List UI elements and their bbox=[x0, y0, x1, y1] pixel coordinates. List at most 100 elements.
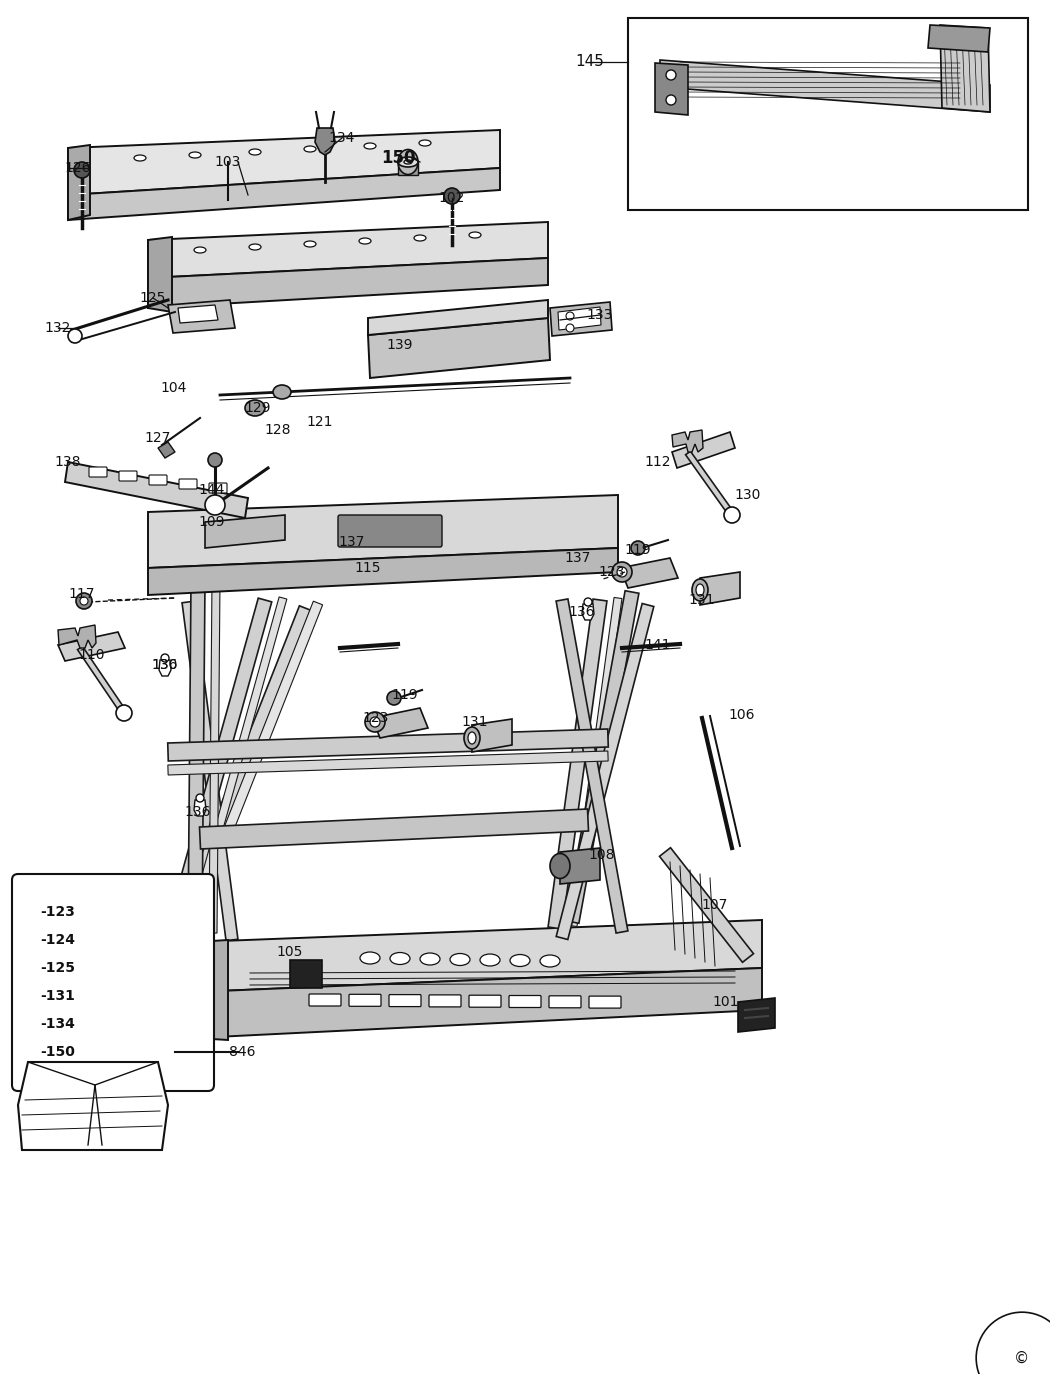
Polygon shape bbox=[68, 131, 500, 195]
Text: 123: 123 bbox=[598, 565, 625, 578]
Text: 132: 132 bbox=[45, 322, 71, 335]
Polygon shape bbox=[181, 602, 322, 941]
Polygon shape bbox=[148, 223, 548, 278]
Circle shape bbox=[724, 507, 740, 523]
Polygon shape bbox=[182, 602, 238, 941]
Text: 105: 105 bbox=[277, 945, 303, 959]
Ellipse shape bbox=[245, 400, 265, 416]
Circle shape bbox=[76, 594, 92, 609]
Text: 126: 126 bbox=[65, 161, 91, 174]
Circle shape bbox=[617, 567, 627, 577]
Ellipse shape bbox=[304, 240, 316, 247]
Text: -125: -125 bbox=[40, 960, 75, 976]
Ellipse shape bbox=[468, 732, 476, 743]
Text: 141: 141 bbox=[645, 638, 671, 653]
Text: 106: 106 bbox=[729, 708, 755, 721]
Ellipse shape bbox=[419, 140, 430, 146]
Text: 108: 108 bbox=[589, 848, 615, 861]
FancyBboxPatch shape bbox=[309, 993, 341, 1006]
Polygon shape bbox=[686, 451, 733, 514]
Polygon shape bbox=[700, 572, 740, 605]
Text: -150: -150 bbox=[40, 1046, 75, 1059]
Text: -124: -124 bbox=[40, 933, 75, 947]
Polygon shape bbox=[188, 583, 205, 936]
Text: 117: 117 bbox=[68, 587, 96, 600]
Text: ©: © bbox=[1014, 1351, 1030, 1366]
Circle shape bbox=[208, 453, 222, 467]
Text: 150: 150 bbox=[381, 148, 415, 168]
Ellipse shape bbox=[414, 235, 426, 240]
Polygon shape bbox=[368, 317, 550, 378]
Bar bbox=[628, 18, 1028, 210]
Text: 119: 119 bbox=[392, 688, 418, 702]
FancyBboxPatch shape bbox=[549, 996, 581, 1007]
Circle shape bbox=[161, 654, 169, 662]
Text: 131: 131 bbox=[462, 714, 488, 730]
Text: 123: 123 bbox=[363, 710, 390, 725]
Polygon shape bbox=[159, 660, 171, 676]
Ellipse shape bbox=[420, 954, 440, 965]
Polygon shape bbox=[184, 596, 287, 941]
FancyBboxPatch shape bbox=[89, 467, 107, 477]
Text: 131: 131 bbox=[689, 594, 715, 607]
Ellipse shape bbox=[540, 955, 560, 967]
Circle shape bbox=[666, 70, 676, 80]
Polygon shape bbox=[550, 302, 612, 337]
Polygon shape bbox=[290, 960, 322, 988]
Polygon shape bbox=[209, 580, 220, 933]
Text: 137: 137 bbox=[565, 551, 591, 565]
Polygon shape bbox=[158, 442, 175, 458]
Polygon shape bbox=[620, 558, 678, 588]
Text: 130: 130 bbox=[152, 658, 179, 672]
Circle shape bbox=[387, 691, 401, 705]
Ellipse shape bbox=[692, 578, 708, 600]
Polygon shape bbox=[660, 60, 990, 113]
Polygon shape bbox=[398, 162, 418, 174]
Text: 110: 110 bbox=[79, 649, 105, 662]
Text: 102: 102 bbox=[439, 191, 465, 205]
Ellipse shape bbox=[469, 232, 481, 238]
Polygon shape bbox=[58, 632, 125, 661]
Polygon shape bbox=[556, 599, 628, 933]
Polygon shape bbox=[194, 800, 206, 816]
Polygon shape bbox=[738, 998, 775, 1032]
Polygon shape bbox=[68, 168, 500, 220]
Text: 112: 112 bbox=[645, 455, 671, 469]
Text: 104: 104 bbox=[161, 381, 187, 394]
Polygon shape bbox=[672, 431, 735, 469]
Polygon shape bbox=[565, 591, 638, 923]
Ellipse shape bbox=[359, 238, 371, 245]
Polygon shape bbox=[940, 25, 990, 113]
Ellipse shape bbox=[273, 385, 291, 398]
Text: 103: 103 bbox=[215, 155, 242, 169]
Text: 101: 101 bbox=[713, 995, 739, 1009]
Circle shape bbox=[116, 705, 132, 721]
Ellipse shape bbox=[189, 153, 201, 158]
Ellipse shape bbox=[450, 954, 470, 966]
Text: 119: 119 bbox=[625, 543, 651, 556]
Ellipse shape bbox=[249, 148, 261, 155]
Circle shape bbox=[566, 312, 574, 320]
FancyBboxPatch shape bbox=[119, 471, 136, 481]
Circle shape bbox=[612, 562, 632, 583]
Polygon shape bbox=[659, 848, 754, 962]
Ellipse shape bbox=[364, 143, 376, 148]
Polygon shape bbox=[18, 1062, 168, 1150]
Polygon shape bbox=[205, 515, 285, 548]
Polygon shape bbox=[195, 969, 762, 1037]
Text: 136: 136 bbox=[185, 805, 211, 819]
Text: 136: 136 bbox=[569, 605, 595, 620]
Polygon shape bbox=[558, 306, 601, 330]
FancyBboxPatch shape bbox=[349, 995, 381, 1006]
Polygon shape bbox=[655, 63, 688, 115]
FancyBboxPatch shape bbox=[149, 475, 167, 485]
Polygon shape bbox=[148, 495, 618, 567]
Polygon shape bbox=[65, 462, 248, 518]
Text: 145: 145 bbox=[575, 55, 605, 70]
FancyBboxPatch shape bbox=[338, 515, 442, 547]
Circle shape bbox=[444, 188, 460, 203]
Polygon shape bbox=[78, 646, 125, 712]
FancyBboxPatch shape bbox=[12, 874, 214, 1091]
Polygon shape bbox=[560, 848, 600, 883]
Ellipse shape bbox=[550, 853, 570, 878]
